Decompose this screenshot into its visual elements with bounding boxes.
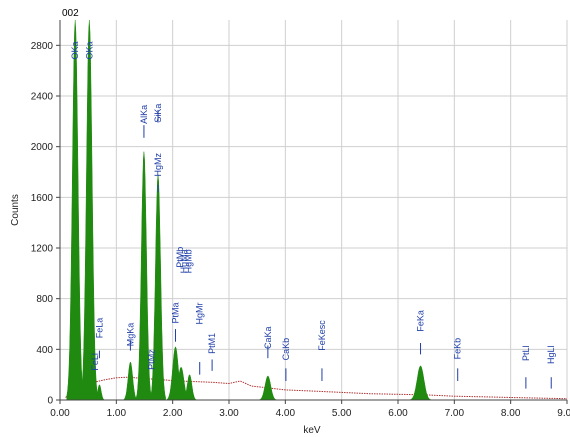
- spectrum-peak: [80, 19, 98, 401]
- spectrum-peak: [410, 365, 431, 401]
- x-axis-title: keV: [303, 425, 321, 436]
- axes: 0.00 1.00 2.00 3.00 4.00 5.00 6.00 7.00 8.00 9.0 0…: [31, 20, 570, 419]
- x-tick-label: 4.00: [276, 408, 296, 419]
- peak-label: OKa: [70, 42, 80, 60]
- y-tick-label: 1600: [31, 193, 54, 204]
- x-tick-label: 6.00: [388, 408, 408, 419]
- x-tick-label: 8.00: [501, 408, 521, 419]
- y-tick-label: 0: [47, 396, 53, 407]
- background-trace: [65, 376, 568, 400]
- spectrum-peaks-layer: [66, 19, 431, 401]
- y-tick-label: 400: [36, 345, 53, 356]
- x-tick-label: 9.00: [557, 408, 570, 419]
- x-tick-label: 0.00: [50, 408, 70, 419]
- peak-label: CaKb: [281, 338, 291, 361]
- peak-label: PtMa: [171, 303, 181, 324]
- spectrum-peak: [182, 374, 197, 401]
- x-tick-label: 7.00: [445, 408, 465, 419]
- peak-label: PtMb: [175, 247, 185, 268]
- spectrum-peak: [259, 375, 277, 401]
- grid: [59, 20, 568, 401]
- y-tick-label: 800: [36, 294, 53, 305]
- peak-label: CaKa: [263, 327, 273, 350]
- peak-label: MgKa: [125, 323, 135, 347]
- peak-label: FeLl: [90, 353, 100, 371]
- y-axis-title: Counts: [10, 194, 21, 226]
- peak-label: AlKa: [139, 105, 149, 124]
- spectrum-peak: [136, 151, 152, 401]
- peak-label: OKa: [84, 42, 94, 60]
- x-tick-label: 1.00: [107, 408, 127, 419]
- peak-label: FeLa: [94, 318, 104, 339]
- peak-label: HgMa: [179, 249, 189, 273]
- spectrum-peak: [123, 361, 138, 401]
- sample-label: 002: [62, 8, 79, 19]
- spectrum-peak: [150, 174, 166, 401]
- y-tick-label: 2000: [31, 142, 54, 153]
- peak-annotation-layer: OKa OKa FeLa FeLl MgKa PtMz AlKa SiKa HgMz PtMa Pt…: [70, 42, 556, 389]
- peak-label: FeKa: [416, 310, 426, 332]
- peak-label: HgMr: [195, 302, 205, 324]
- peak-label: HgMz: [153, 153, 163, 177]
- peak-label: FeKb: [453, 338, 463, 360]
- x-tick-label: 3.00: [219, 408, 239, 419]
- x-tick-label: 5.00: [332, 408, 352, 419]
- background-trace-layer: [65, 376, 568, 400]
- x-tick-label: 2.00: [163, 408, 183, 419]
- y-tick-label: 1200: [31, 244, 54, 255]
- peak-label: PtMz: [146, 349, 156, 370]
- peak-label: PtLl: [521, 346, 531, 362]
- peak-label: HgMb: [183, 249, 193, 273]
- spectrum-peak: [66, 19, 84, 401]
- y-tick-label: 2800: [31, 41, 54, 52]
- peak-label: PtM1: [207, 333, 217, 354]
- peak-label: FeKesc: [317, 320, 327, 351]
- peak-label: HgLl: [546, 346, 556, 365]
- y-tick-label: 2400: [31, 92, 54, 103]
- peak-label: SiKa: [153, 104, 163, 123]
